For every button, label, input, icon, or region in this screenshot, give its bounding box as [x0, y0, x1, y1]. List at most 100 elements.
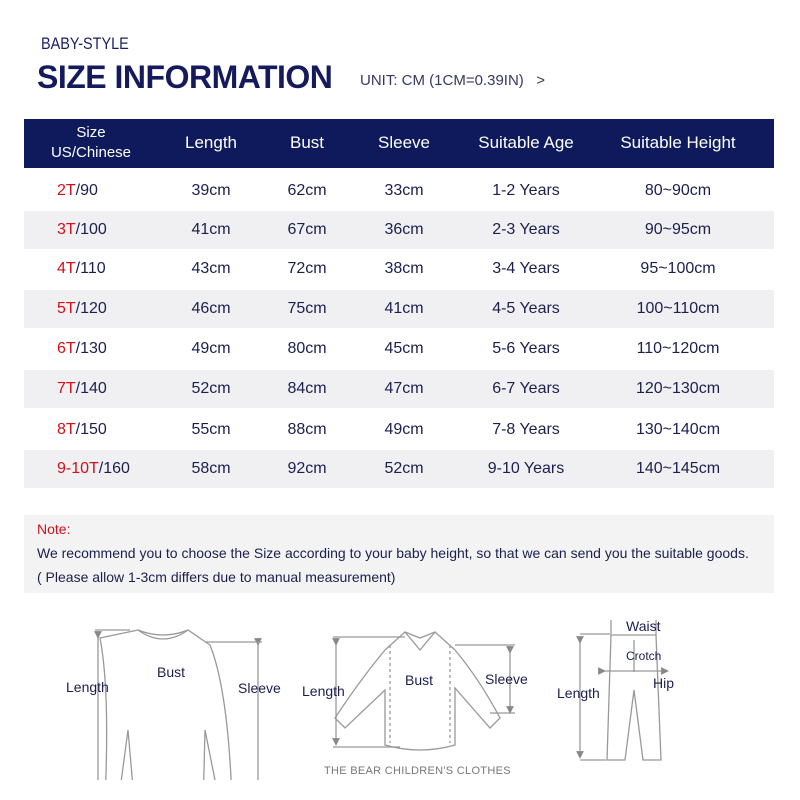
footer-brand: THE BEAR CHILDREN'S CLOTHES	[324, 765, 511, 777]
brand-label: BABY-STYLE	[41, 34, 129, 53]
shirt-sleeve-label: Sleeve	[485, 671, 528, 687]
measurement-diagrams: Length Bust Sleeve Length Bust Sleeve Wa…	[66, 618, 674, 780]
pants-diagram	[576, 620, 669, 761]
length-cell: 39cm	[191, 182, 231, 199]
sweater-bust-label: Bust	[157, 664, 185, 680]
sleeve-cell: 38cm	[384, 260, 424, 277]
pants-waist-label: Waist	[626, 618, 661, 634]
header-age: Suitable Age	[478, 133, 574, 152]
size-cell: 7T/140	[57, 380, 107, 398]
us-size: 6T	[57, 340, 76, 357]
age-cell: 6-7 Years	[492, 380, 560, 397]
note-line2: ( Please allow 1-3cm differs due to manu…	[37, 569, 396, 585]
age-cell: 1-2 Years	[492, 182, 560, 199]
height-cell: 80~90cm	[644, 182, 712, 199]
sleeve-cell: 49cm	[384, 421, 424, 438]
bust-cell: 67cm	[287, 221, 327, 238]
pants-hip-label: Hip	[653, 675, 674, 691]
us-size: 8T	[57, 421, 76, 438]
age-cell: 5-6 Years	[492, 340, 560, 357]
length-cell: 43cm	[191, 260, 231, 277]
page-title: SIZE INFORMATION	[37, 59, 333, 95]
sweater-sleeve-label: Sleeve	[238, 680, 281, 696]
sweater-length-label: Length	[66, 679, 109, 695]
table-row: 4T/110 43cm 72cm 38cm 3-4 Years 95~100cm	[24, 250, 774, 288]
header-size: Size US/Chinese	[51, 123, 131, 163]
sweater-diagram	[94, 629, 262, 780]
header-size-line1: Size	[76, 124, 106, 141]
size-cell: 9-10T/160	[57, 460, 130, 478]
size-cell: 2T/90	[57, 182, 98, 200]
cn-size: /90	[75, 182, 98, 199]
size-cell: 6T/130	[57, 340, 107, 358]
cn-size: /130	[75, 340, 107, 357]
header-bust: Bust	[289, 133, 325, 152]
sleeve-cell: 47cm	[384, 380, 424, 397]
size-cell: 3T/100	[57, 221, 107, 239]
height-cell: 140~145cm	[635, 460, 721, 477]
age-cell: 9-10 Years	[487, 460, 565, 477]
header-height: Suitable Height	[620, 133, 736, 152]
height-cell: 90~95cm	[644, 221, 712, 238]
bust-cell: 62cm	[287, 182, 327, 199]
cn-size: /110	[75, 260, 106, 277]
height-cell: 100~110cm	[636, 300, 720, 317]
length-cell: 52cm	[191, 380, 231, 397]
header-size-line2: US/Chinese	[50, 144, 132, 161]
height-cell: 130~140cm	[635, 421, 721, 438]
size-cell: 5T/120	[57, 300, 107, 318]
cn-size: /150	[75, 421, 107, 438]
bust-cell: 80cm	[287, 340, 327, 357]
age-cell: 4-5 Years	[492, 300, 560, 317]
height-cell: 110~120cm	[636, 340, 720, 357]
length-cell: 46cm	[191, 300, 231, 317]
length-cell: 58cm	[191, 460, 231, 477]
unit-note: UNIT: CM (1CM=0.39IN) >	[360, 72, 546, 89]
cn-size: /120	[75, 300, 107, 317]
length-cell: 55cm	[191, 421, 231, 438]
size-cell: 4T/110	[57, 260, 106, 278]
height-cell: 95~100cm	[640, 260, 716, 277]
cn-size: /160	[98, 460, 130, 477]
length-cell: 41cm	[191, 221, 231, 238]
bust-cell: 92cm	[287, 460, 327, 477]
bust-cell: 84cm	[287, 380, 327, 397]
us-size: 9-10T	[57, 460, 99, 477]
bust-cell: 75cm	[287, 300, 327, 317]
note-box: Note: We recommend you to choose the Siz…	[24, 515, 774, 593]
us-size: 2T	[57, 182, 76, 199]
bust-cell: 72cm	[287, 260, 327, 277]
table-row: 2T/90 39cm 62cm 33cm 1-2 Years 80~90cm	[24, 172, 774, 210]
cn-size: /140	[75, 380, 107, 397]
us-size: 4T	[57, 260, 76, 277]
shirt-diagram	[332, 631, 515, 751]
cn-size: /100	[75, 221, 107, 238]
pants-crotch-label: Crotch	[626, 649, 661, 663]
table-row: 9-10T/160 58cm 92cm 52cm 9-10 Years 140~145cm	[24, 450, 774, 488]
table-row: 6T/130 49cm 80cm 45cm 5-6 Years 110~120cm	[24, 330, 774, 368]
sleeve-cell: 33cm	[384, 182, 424, 199]
us-size: 3T	[57, 221, 76, 238]
size-cell: 8T/150	[57, 421, 107, 439]
us-size: 5T	[57, 300, 76, 317]
age-cell: 2-3 Years	[492, 221, 560, 238]
height-cell: 120~130cm	[635, 380, 721, 397]
length-cell: 49cm	[191, 340, 231, 357]
sleeve-cell: 36cm	[384, 221, 424, 238]
sleeve-cell: 52cm	[384, 460, 424, 477]
sleeve-cell: 41cm	[384, 300, 424, 317]
age-cell: 7-8 Years	[492, 421, 560, 438]
table-row: 7T/140 52cm 84cm 47cm 6-7 Years 120~130cm	[24, 370, 774, 408]
sleeve-cell: 45cm	[384, 340, 424, 357]
note-label: Note:	[37, 521, 71, 537]
header-length: Length	[185, 133, 237, 152]
table-row: 5T/120 46cm 75cm 41cm 4-5 Years 100~110cm	[24, 290, 774, 328]
header-sleeve: Sleeve	[378, 133, 430, 152]
shirt-length-label: Length	[302, 683, 345, 699]
age-cell: 3-4 Years	[492, 260, 560, 277]
table-header: Size US/Chinese Length Bust Sleeve Suita…	[24, 119, 774, 168]
shirt-bust-label: Bust	[405, 672, 433, 688]
pants-length-label: Length	[557, 685, 600, 701]
us-size: 7T	[57, 380, 76, 397]
note-line1: We recommend you to choose the Size acco…	[37, 545, 749, 561]
